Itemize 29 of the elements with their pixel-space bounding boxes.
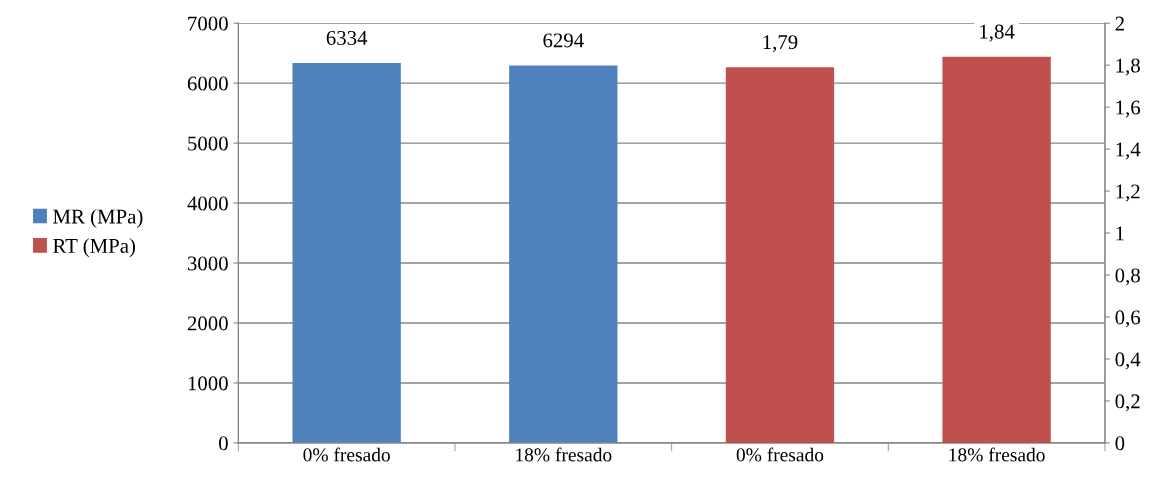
data-label: 1,79 [763, 35, 798, 53]
legend-label: RT (MPa) [53, 238, 136, 258]
y2-tick-label: 1,2 [1116, 184, 1140, 202]
data-label: 1,84 [980, 24, 1015, 42]
y2-tick-label: 1,6 [1116, 100, 1141, 118]
y2-tick-label: 0 [1115, 436, 1125, 451]
y2-tick-label: 0,2 [1115, 394, 1140, 412]
y2-tick-label: 1,4 [1116, 142, 1141, 160]
y-tick-label: 2000 [187, 316, 228, 331]
x-tick-label: 18% fresado [949, 447, 1045, 462]
y-tick-label: 7000 [188, 16, 228, 31]
data-label: 6294 [543, 33, 584, 48]
data-label: 6334 [326, 31, 368, 45]
y2-tick-label: 1,8 [1116, 58, 1140, 76]
legend-label: MR (MPa) [53, 208, 143, 228]
y-tick-label: 3000 [187, 256, 228, 271]
y-tick-label: 5000 [188, 136, 228, 151]
y2-tick-label: 1 [1116, 226, 1124, 241]
y-tick-label: 0 [219, 436, 228, 451]
y-tick-label: 4000 [187, 196, 228, 211]
x-tick-label: 0% fresado [303, 447, 390, 462]
y-tick-label: 1000 [188, 376, 228, 391]
y2-tick-label: 2 [1115, 16, 1124, 31]
x-tick-label: 18% fresado [516, 447, 612, 462]
y2-tick-label: 0,4 [1115, 352, 1141, 370]
x-tick-label: 0% fresado [736, 447, 824, 462]
y2-tick-label: 0,6 [1115, 310, 1141, 328]
y-tick-label: 6000 [187, 76, 228, 91]
y2-tick-label: 0,8 [1115, 268, 1140, 286]
